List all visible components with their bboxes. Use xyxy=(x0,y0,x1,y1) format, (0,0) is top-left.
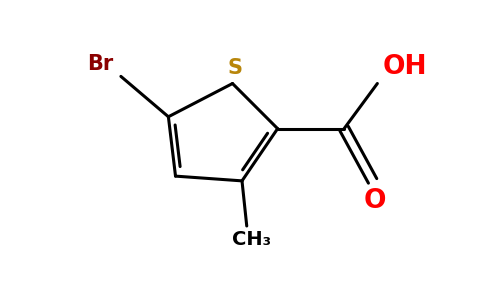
Text: S: S xyxy=(227,58,242,78)
Text: OH: OH xyxy=(383,54,427,80)
Text: O: O xyxy=(363,188,386,214)
Text: CH₃: CH₃ xyxy=(232,230,271,249)
Text: Br: Br xyxy=(88,54,114,74)
